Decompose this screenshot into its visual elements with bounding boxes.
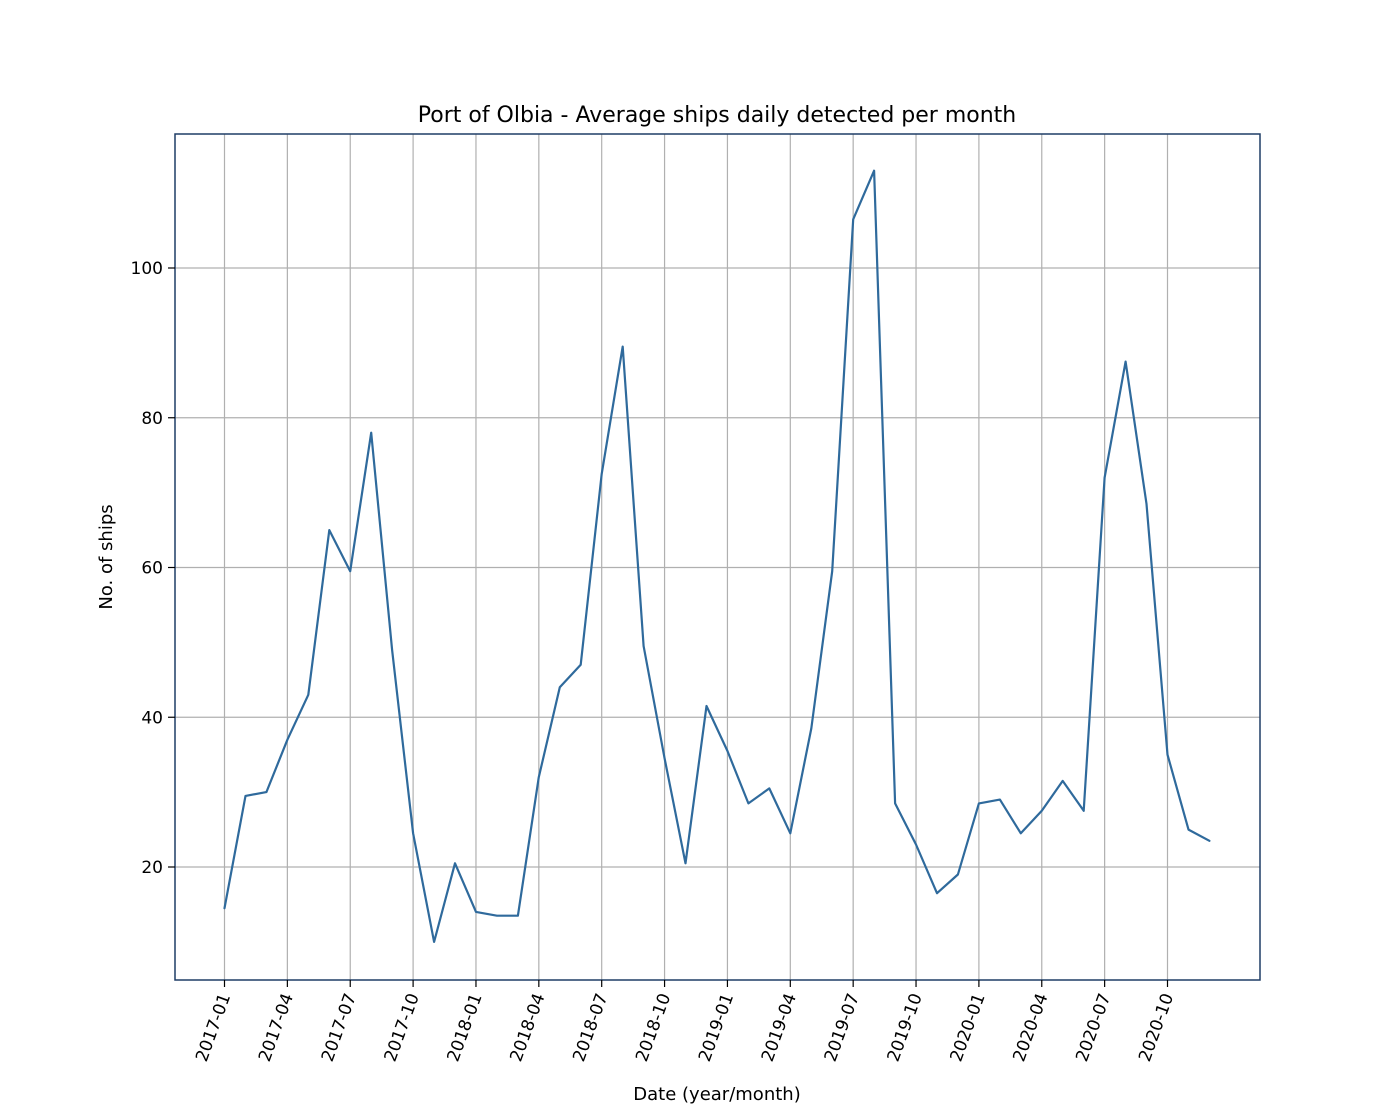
y-axis: 20 40 60 80 100 (131, 259, 175, 878)
series-line (223, 169, 1211, 944)
y-tick-label: 100 (131, 259, 163, 279)
plot-frame (174, 133, 1261, 981)
chart-title: Port of Olbia - Average ships daily dete… (418, 103, 1017, 128)
series-layer (223, 169, 1211, 944)
grid-lines (175, 134, 1260, 980)
y-axis-label: No. of ships (96, 504, 117, 609)
y-tick-label: 60 (141, 559, 163, 579)
y-tick-label: 80 (141, 409, 163, 429)
y-tick-label: 20 (141, 858, 163, 878)
x-axis-label: Date (year/month) (633, 1084, 800, 1105)
y-tick-label: 40 (141, 708, 163, 728)
